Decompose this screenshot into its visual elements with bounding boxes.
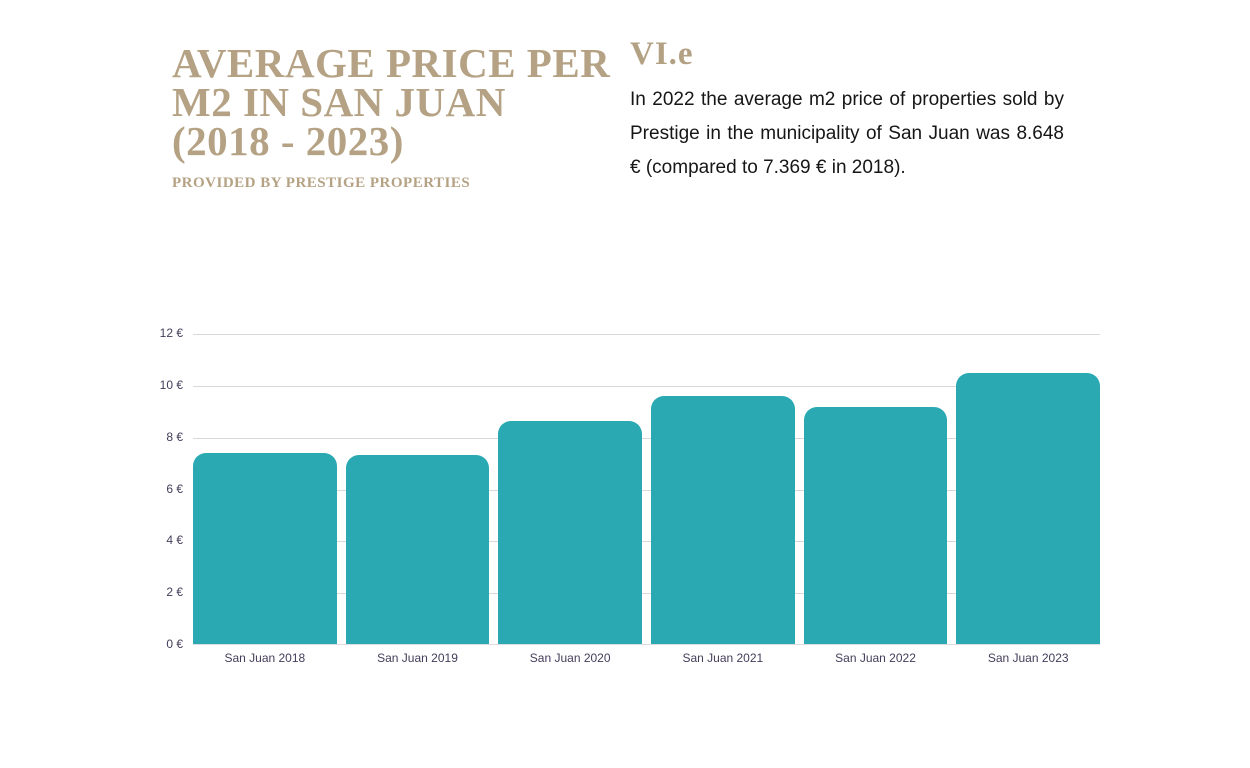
x-axis-tick-label: San Juan 2023 [987,651,1069,665]
x-axis-labels: San Juan 2018 San Juan 2019 San Juan 2020 S… [193,651,1100,665]
bar-san-juan-2020 [498,421,643,644]
gridline-8 [193,438,1100,439]
page-title-line-1: AVERAGE PRICE PER [172,40,611,86]
gridline-6 [193,490,1100,491]
bar-san-juan-2018 [193,453,337,644]
description-paragraph: In 2022 the average m2 price of properti… [630,89,1064,178]
section-label: VI.e [630,36,694,72]
bars-row [193,334,1101,644]
bar-san-juan-2022 [803,407,948,644]
y-axis-tick-label: 4 € [166,533,183,547]
gridline-12 [193,334,1100,335]
y-axis-tick-label: 10 € [159,378,183,392]
page-title: AVERAGE PRICE PER M2 IN SAN JUAN (2018 -… [172,40,627,164]
page-title-line-3: (2018 - 2023) [172,118,404,164]
y-axis-tick-label: 2 € [166,585,183,599]
description-block: VI.e In 2022 the average m2 price of pro… [630,38,1064,185]
x-axis-tick-label: San Juan 2022 [835,651,916,665]
gridline-2 [193,593,1100,594]
page-title-line-2: M2 IN SAN JUAN [172,79,506,125]
bar-san-juan-2021 [651,396,795,644]
bar-san-juan-2023 [956,373,1101,644]
gridline-10 [193,386,1100,387]
y-axis-tick-label: 6 € [166,482,183,496]
gridline-4 [193,541,1100,542]
x-axis-tick-label: San Juan 2019 [377,651,458,665]
y-axis-tick-label: 12 € [159,326,183,340]
x-axis-tick-label: San Juan 2018 [224,651,306,665]
title-attribution: PROVIDED BY PRESTIGE PROPERTIES [172,175,471,191]
bar-san-juan-2019 [345,455,490,644]
x-axis-tick-label: San Juan 2020 [529,651,611,665]
y-axis-tick-label: 0 € [166,637,183,651]
title-block: AVERAGE PRICE PER M2 IN SAN JUAN (2018 -… [172,40,627,192]
y-axis-tick-label: 8 € [166,430,183,444]
x-axis-tick-label: San Juan 2021 [682,651,764,665]
bar-chart: 0 €2 €4 €6 €8 €10 €12 € San Juan 2018 San … [160,326,1101,665]
plot-area: 0 €2 €4 €6 €8 €10 €12 € San Juan 2018 San … [160,326,1101,665]
